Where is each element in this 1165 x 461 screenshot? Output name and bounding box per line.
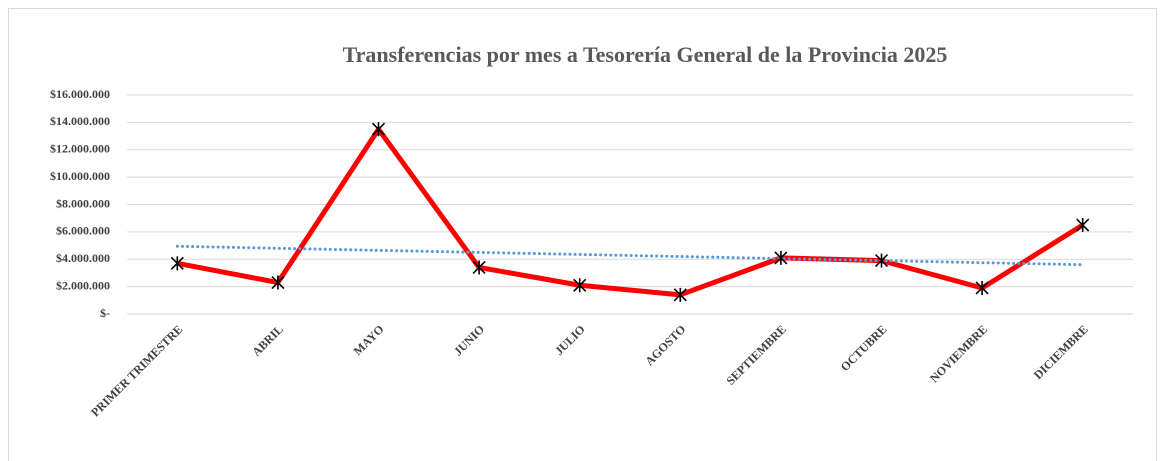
y-tick-label: $14.000.000: [50, 114, 110, 128]
marker: [874, 253, 889, 268]
trendline: [175, 244, 1085, 267]
marker: [975, 280, 989, 295]
marker: [673, 287, 687, 302]
chart-border: [8, 8, 1157, 461]
y-tick-label: $6.000.000: [56, 224, 110, 238]
marker: [371, 122, 386, 137]
y-tick-label: $-: [100, 306, 110, 320]
y-tick-label: $16.000.000: [50, 87, 110, 101]
series-line: [176, 126, 1085, 298]
marker: [774, 250, 788, 265]
marker: [1076, 218, 1090, 233]
chart-title: Transferencias por mes a Tesorería Gener…: [343, 42, 948, 67]
marker: [170, 256, 184, 271]
y-tick-label: $10.000.000: [50, 169, 110, 183]
y-tick-label: $2.000.000: [56, 278, 110, 292]
y-tick-label: $8.000.000: [56, 196, 110, 210]
marker: [271, 275, 285, 290]
y-tick-label: $4.000.000: [56, 251, 110, 265]
y-tick-label: $12.000.000: [50, 142, 110, 156]
marker: [573, 278, 587, 293]
marker: [472, 260, 486, 275]
